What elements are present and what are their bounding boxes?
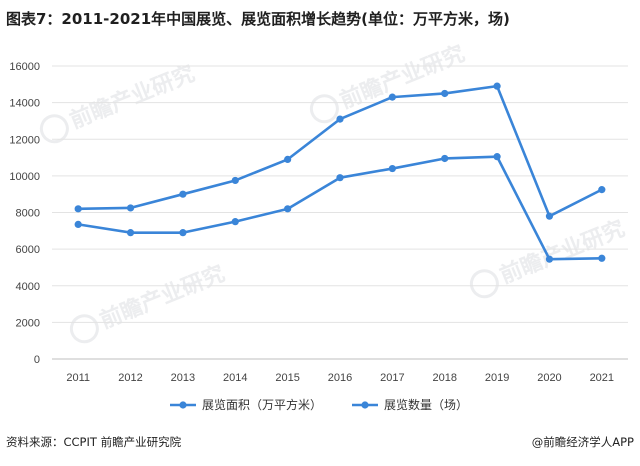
x-tick-label: 2021 bbox=[590, 372, 614, 384]
legend-swatch-marker bbox=[361, 401, 369, 409]
data-point bbox=[284, 155, 292, 163]
watermark-logo-icon bbox=[469, 269, 499, 299]
watermark-logo-icon bbox=[39, 114, 69, 144]
watermark-text: 前瞻产业研究 bbox=[96, 261, 228, 335]
legend-swatch-marker bbox=[179, 401, 187, 409]
watermark: 前瞻产业研究 bbox=[69, 261, 228, 344]
footer: 资料来源：CCPIT 前瞻产业研究院 @前瞻经济学人APP bbox=[6, 434, 634, 454]
y-tick-label: 16000 bbox=[9, 61, 40, 73]
x-tick-label: 2012 bbox=[118, 372, 142, 384]
chart-title: 图表7：2011-2021年中国展览、展览面积增长趋势(单位：万平方米，场) bbox=[6, 10, 510, 28]
y-tick-label: 2000 bbox=[16, 317, 40, 329]
data-point bbox=[126, 229, 135, 237]
watermark-logo-icon bbox=[69, 314, 99, 344]
data-point bbox=[493, 82, 501, 90]
x-tick-label: 2017 bbox=[380, 372, 404, 384]
legend-label: 展览面积（万平方米） bbox=[202, 397, 322, 412]
x-tick-label: 2020 bbox=[537, 372, 561, 384]
legend-label: 展览数量（场） bbox=[384, 397, 468, 412]
watermark-text: 前瞻产业研究 bbox=[496, 216, 628, 290]
x-tick-label: 2011 bbox=[66, 372, 90, 384]
watermark: 前瞻产业研究 bbox=[309, 41, 468, 124]
data-point bbox=[179, 190, 187, 198]
legend: 展览面积（万平方米） 展览数量（场） bbox=[170, 397, 468, 412]
y-tick-label: 4000 bbox=[16, 281, 40, 293]
data-point bbox=[74, 205, 82, 213]
x-tick-label: 2016 bbox=[328, 372, 352, 384]
data-point bbox=[231, 218, 239, 226]
series-line bbox=[77, 155, 602, 261]
series-layer bbox=[74, 82, 606, 263]
x-tick-label: 2015 bbox=[275, 372, 299, 384]
x-axis-ticks: 2011 2012 2013 2014 2015 2016 2017 2018 2019 2020… bbox=[66, 372, 614, 384]
series-2 bbox=[74, 153, 606, 263]
y-tick-label: 6000 bbox=[16, 244, 40, 256]
watermark-logo-icon bbox=[309, 94, 339, 124]
data-point bbox=[336, 174, 344, 182]
y-tick-label: 0 bbox=[34, 354, 40, 366]
series-line bbox=[78, 84, 603, 218]
x-tick-label: 2014 bbox=[223, 372, 247, 384]
y-tick-label: 12000 bbox=[9, 134, 40, 146]
brand-credit: @前瞻经济学人APP bbox=[531, 435, 634, 449]
data-point bbox=[388, 164, 396, 173]
legend-item: 展览数量（场） bbox=[352, 397, 468, 412]
x-tick-label: 2013 bbox=[171, 372, 195, 384]
series-1 bbox=[74, 82, 606, 220]
y-tick-label: 10000 bbox=[9, 171, 40, 183]
x-tick-label: 2019 bbox=[485, 372, 509, 384]
data-point bbox=[388, 93, 396, 101]
data-point bbox=[545, 255, 554, 263]
x-tick-label: 2018 bbox=[432, 372, 456, 384]
data-point bbox=[493, 153, 501, 161]
data-point bbox=[598, 186, 606, 194]
watermark-text: 前瞻产业研究 bbox=[66, 61, 198, 135]
legend-item: 展览面积（万平方米） bbox=[170, 397, 322, 412]
data-point bbox=[179, 229, 187, 237]
data-point bbox=[441, 89, 449, 98]
data-point bbox=[441, 154, 449, 163]
source-note: 资料来源：CCPIT 前瞻产业研究院 bbox=[6, 435, 182, 449]
y-tick-label: 8000 bbox=[16, 208, 40, 220]
data-point bbox=[336, 115, 344, 123]
data-point bbox=[231, 176, 239, 185]
y-tick-label: 14000 bbox=[9, 98, 40, 110]
y-axis-ticks: 0 2000 4000 6000 8000 10000 12000 14000 16000 bbox=[9, 61, 40, 366]
data-point bbox=[598, 254, 606, 262]
data-point bbox=[126, 204, 135, 212]
data-point bbox=[284, 205, 292, 213]
data-point bbox=[74, 220, 82, 229]
data-point bbox=[545, 212, 554, 220]
